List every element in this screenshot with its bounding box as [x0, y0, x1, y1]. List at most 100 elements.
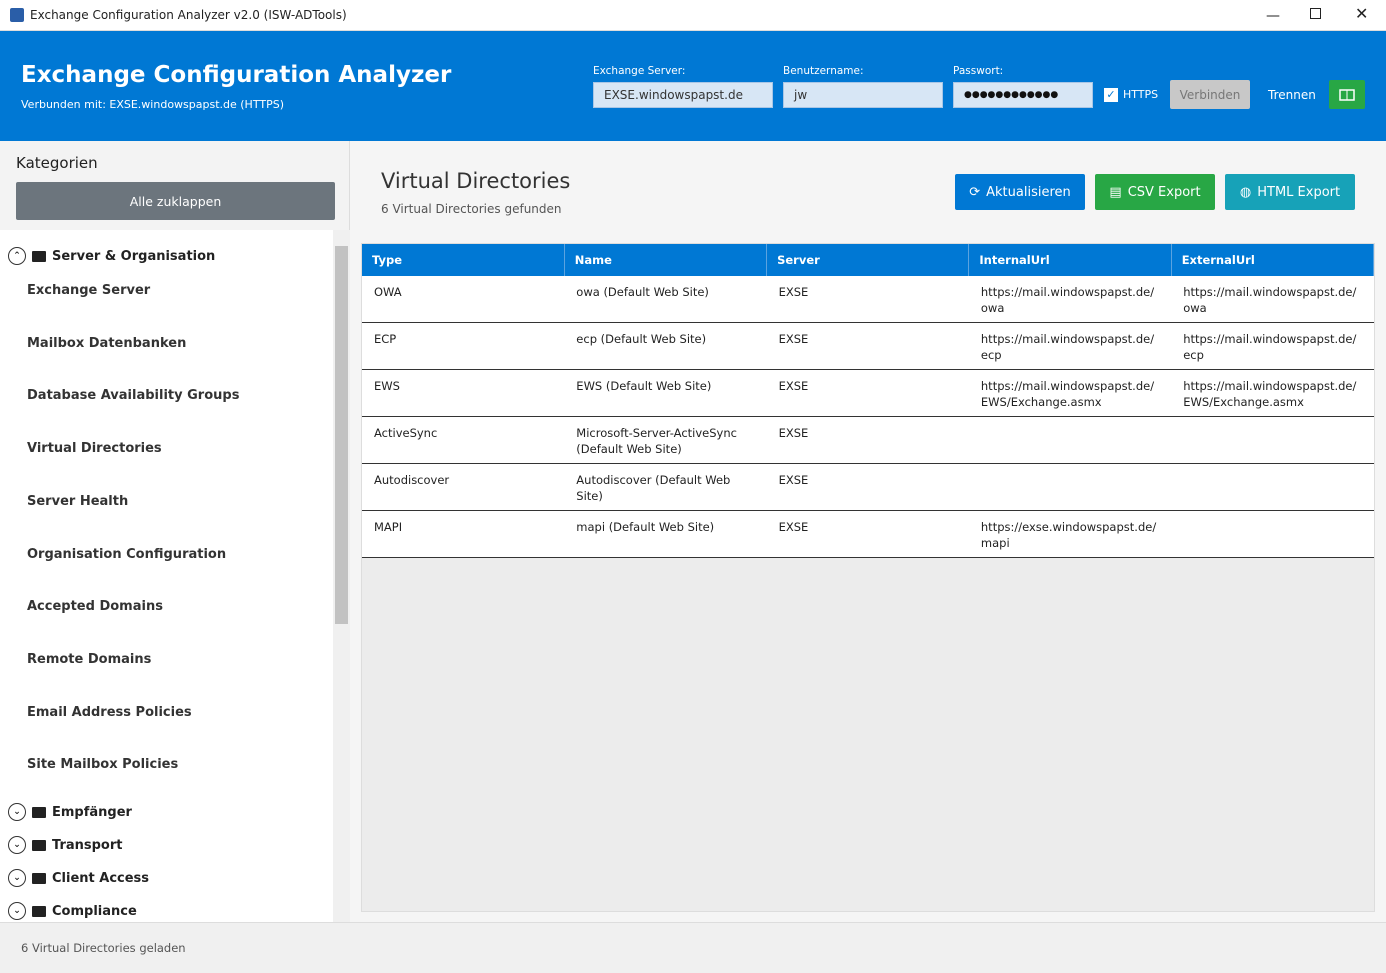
table-cell: owa (Default Web Site) [564, 276, 767, 323]
group-label: Transport [52, 837, 123, 853]
tree-item[interactable]: Exchange Server [27, 283, 151, 298]
refresh-label: Aktualisieren [986, 184, 1071, 200]
column-header[interactable]: ExternalUrl [1171, 244, 1375, 276]
expander[interactable]: ⌄ [8, 836, 26, 854]
table-row[interactable]: MAPI mapi (Default Web Site) EXSE https://e… [362, 510, 1374, 558]
title-bar: Exchange Configuration Analyzer v2.0 (IS… [0, 0, 1386, 31]
table-cell: EXSE [766, 510, 969, 558]
table-row[interactable]: Autodiscover Autodiscover (Default Web Si… [362, 463, 1374, 511]
expander[interactable]: ⌃ [8, 247, 26, 265]
tree-item[interactable]: Organisation Configuration [27, 546, 227, 562]
expander[interactable]: ⌄ [8, 869, 26, 887]
table-row[interactable]: EWS EWS (Default Web Site) EXSE https://mai… [362, 369, 1374, 417]
tree-item[interactable]: Mailbox Datenbanken [27, 335, 187, 351]
column-header[interactable]: Name [564, 244, 768, 276]
column-header[interactable]: Type [362, 244, 565, 276]
tree-item[interactable]: Remote Domains [27, 651, 152, 667]
table-cell [1171, 463, 1374, 511]
html-label: HTML Export [1257, 184, 1341, 200]
table-cell: EWS [362, 369, 565, 417]
close[interactable]: ✕ [1355, 4, 1369, 23]
disconnect-button[interactable]: Trennen [1268, 88, 1316, 102]
table-cell: Autodiscover [362, 463, 565, 511]
tree-item[interactable]: Site Mailbox Policies [27, 757, 179, 773]
expander[interactable]: ⌄ [8, 902, 26, 920]
csv-label: CSV Export [1127, 184, 1201, 200]
group-icon [32, 905, 46, 917]
password-label: Passwort: [953, 65, 1004, 77]
scrollbar[interactable] [333, 230, 350, 922]
tree-item[interactable]: Database Availability Groups [27, 388, 240, 404]
group-icon [32, 806, 46, 818]
tree-item[interactable]: Server Health [27, 493, 129, 509]
table-cell: https://mail.windowspapst.de/ecp [968, 322, 1172, 370]
user-label: Benutzername: [783, 65, 864, 77]
server-input[interactable]: EXSE.windowspapst.de [593, 82, 773, 108]
table-cell: https://exse.windowspapst.de/mapi [968, 510, 1172, 558]
table-cell: EXSE [766, 463, 969, 511]
status-bar: 6 Virtual Directories geladen [0, 922, 1386, 973]
category-tree: ⌃ Server & Organisation Exchange Server Mai… [0, 230, 333, 922]
csv-button[interactable]: ▤ CSV Export [1095, 174, 1215, 210]
tree-group[interactable]: ⌄ Compliance [8, 902, 137, 920]
table-cell: EXSE [766, 322, 969, 370]
minimize[interactable]: — [1266, 8, 1280, 24]
help-button[interactable] [1329, 80, 1365, 109]
connection-info: Verbunden mit: EXSE.windowspapst.de (HTT… [21, 98, 284, 111]
header: Exchange Configuration Analyzer Verbunde… [0, 31, 1386, 141]
group-label: Empfänger [52, 804, 132, 820]
table-cell [1171, 510, 1374, 558]
scroll-thumb[interactable] [335, 246, 348, 624]
html-button[interactable]: ◍ HTML Export [1225, 174, 1355, 210]
group-icon [32, 250, 46, 262]
column-header[interactable]: InternalUrl [968, 244, 1172, 276]
table-cell: EWS (Default Web Site) [564, 369, 767, 417]
tree-group[interactable]: ⌄ Empfänger [8, 803, 132, 821]
grid-area: Type Name Server InternalUrl ExternalUrl OWA o… [361, 243, 1375, 912]
table-cell: https://mail.windowspapst.de/owa [1171, 276, 1374, 323]
content: Virtual Directories 6 Virtual Directorie… [350, 141, 1386, 922]
tree-group[interactable]: ⌄ Client Access [8, 869, 149, 887]
sidebar-title: Kategorien [16, 154, 98, 172]
content-title: Virtual Directories [381, 169, 571, 193]
group-label: Client Access [52, 870, 150, 886]
group-icon [32, 872, 46, 884]
virtual-directories-table: Type Name Server InternalUrl ExternalUrl OWA o… [362, 244, 1375, 558]
table-cell [968, 416, 1172, 464]
tree-item[interactable]: Virtual Directories [27, 441, 162, 457]
https-checkbox[interactable]: ✓ [1104, 88, 1118, 102]
tree-item[interactable]: Accepted Domains [27, 599, 163, 615]
table-row[interactable]: ActiveSync Microsoft-Server-ActiveSync (D… [362, 416, 1374, 464]
table-row[interactable]: OWA owa (Default Web Site) EXSE https://mai… [362, 276, 1374, 323]
table-cell: Autodiscover (Default Web Site) [564, 463, 767, 511]
table-cell: EXSE [766, 369, 969, 417]
column-header[interactable]: Server [766, 244, 970, 276]
connect-button[interactable]: Verbinden [1170, 80, 1250, 109]
table-cell: EXSE [766, 276, 969, 323]
table-cell: Microsoft-Server-ActiveSync (Default Web… [564, 416, 767, 464]
table-cell: EXSE [766, 416, 969, 464]
sidebar: Kategorien Alle zuklappen ⌃ Server & Orga… [0, 141, 350, 922]
maximize[interactable] [1310, 8, 1321, 19]
app-title: Exchange Configuration Analyzer [21, 62, 452, 88]
table-cell [968, 463, 1172, 511]
expander[interactable]: ⌄ [8, 803, 26, 821]
table-cell [1171, 416, 1374, 464]
tree-group[interactable]: ⌄ Transport [8, 836, 122, 854]
refresh-button[interactable]: ⟳ Aktualisieren [955, 174, 1085, 210]
tree-item[interactable]: Email Address Policies [27, 704, 192, 720]
tree-group[interactable]: ⌃ Server & Organisation [8, 247, 215, 265]
group-icon [32, 839, 46, 851]
window-title: Exchange Configuration Analyzer v2.0 (IS… [30, 8, 347, 22]
table-cell: MAPI [362, 510, 565, 558]
table-cell: https://mail.windowspapst.de/EWS/Exchang… [968, 369, 1172, 417]
header-row: Type Name Server InternalUrl ExternalUrl [362, 244, 1375, 276]
table-row[interactable]: ECP ecp (Default Web Site) EXSE https://mai… [362, 322, 1374, 370]
collapse-button[interactable]: Alle zuklappen [16, 182, 335, 220]
book-icon [1339, 88, 1355, 101]
table-cell: ActiveSync [362, 416, 565, 464]
password-input[interactable]: ●●●●●●●●●●●● [953, 82, 1093, 108]
user-input[interactable]: jw [783, 82, 943, 108]
